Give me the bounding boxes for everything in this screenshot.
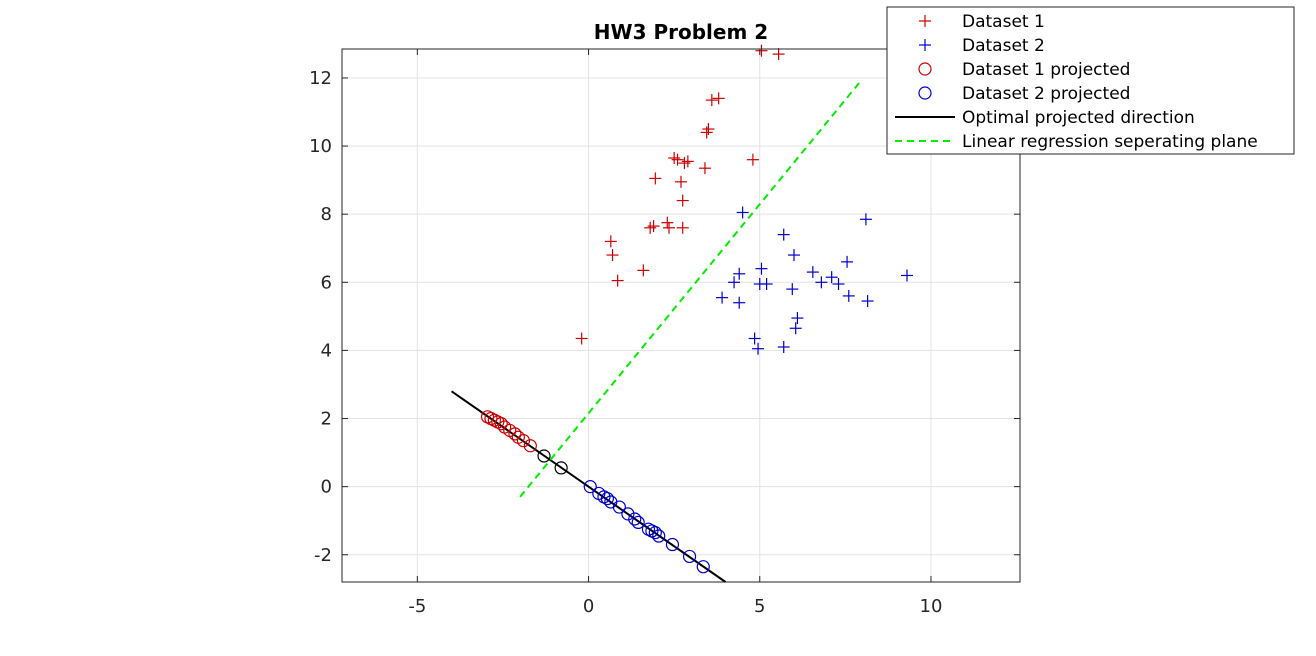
y-tick-label: 4 — [321, 340, 332, 361]
linear-regression-seperating-plane-line — [519, 82, 860, 498]
legend-entry-optimal-projected-direction: Optimal projected direction — [895, 108, 1195, 128]
dataset-2-projected-point — [621, 507, 635, 521]
series-dataset-2 — [716, 206, 913, 355]
legend: Dataset 1 Dataset 2 Dataset 1 projected Dat… — [886, 6, 1295, 155]
data-series — [451, 44, 913, 583]
optimal-projected-direction-point — [554, 461, 568, 475]
legend-label: Dataset 2 projected — [962, 84, 1130, 104]
legend-marker — [918, 62, 932, 76]
y-tick-label: 8 — [321, 204, 332, 225]
series-dataset-2-projected — [583, 480, 710, 574]
y-tick-label: 10 — [309, 136, 332, 157]
dataset-1-projected-point — [523, 439, 537, 453]
dataset-2-projected-point — [652, 529, 666, 543]
x-tick-label: 10 — [920, 596, 943, 617]
series-linear-regression-seperating-plane — [519, 82, 860, 498]
plot-frame — [341, 48, 1021, 583]
optimal-projected-direction-line — [451, 390, 727, 583]
dataset-1-projected-point — [494, 417, 508, 431]
legend-items: Dataset 1 Dataset 2 Dataset 1 projected Dat… — [895, 12, 1258, 152]
dataset-2-projected-point — [628, 512, 642, 526]
dataset-2-projected-point — [612, 500, 626, 514]
y-tick-label: 2 — [321, 409, 332, 430]
y-tick-label: 12 — [309, 68, 332, 89]
legend-entry-dataset-2: Dataset 2 — [919, 36, 1045, 56]
x-tick-label: -5 — [408, 596, 426, 617]
dataset-1-projected-point — [508, 427, 522, 441]
legend-entry-dataset-1-projected: Dataset 1 projected — [918, 60, 1130, 80]
series-dataset-1 — [575, 44, 785, 345]
axis-ticks: -5 0 5 10 -2 0 2 4 6 8 10 12 — [309, 49, 1020, 617]
x-tick-label: 0 — [583, 596, 594, 617]
dataset-2-projected-point — [696, 560, 710, 574]
y-tick-label: -2 — [314, 545, 332, 566]
dataset-2-projected-point — [600, 491, 614, 506]
dataset-2-projected-point — [665, 537, 680, 552]
legend-label: Optimal projected direction — [962, 108, 1195, 128]
legend-entry-linear-regression-seperating-plane: Linear regression seperating plane — [895, 132, 1258, 152]
legend-marker — [918, 86, 932, 100]
legend-label: Dataset 2 — [962, 36, 1045, 56]
legend-label: Dataset 1 projected — [962, 60, 1130, 80]
legend-entry-dataset-2-projected: Dataset 2 projected — [918, 84, 1130, 104]
legend-box — [886, 6, 1295, 155]
dataset-2-projected-point — [631, 515, 645, 529]
dataset-2-projected-point — [583, 480, 597, 494]
dataset-2-projected-point — [648, 526, 662, 540]
x-tick-label: 5 — [754, 596, 765, 617]
y-tick-label: 0 — [321, 477, 332, 498]
legend-entry-dataset-1: Dataset 1 — [919, 12, 1045, 32]
chart-title: HW3 Problem 2 — [594, 20, 768, 44]
y-tick-label: 6 — [321, 272, 332, 293]
legend-label: Linear regression seperating plane — [962, 132, 1258, 152]
series-dataset-1-projected — [480, 410, 537, 453]
legend-label: Dataset 1 — [962, 12, 1045, 32]
optimal-projected-direction-point — [537, 449, 551, 463]
series-optimal-projected-direction — [451, 390, 727, 583]
dataset-2-projected-point — [682, 549, 697, 564]
dataset-1-projected-point — [516, 434, 531, 448]
